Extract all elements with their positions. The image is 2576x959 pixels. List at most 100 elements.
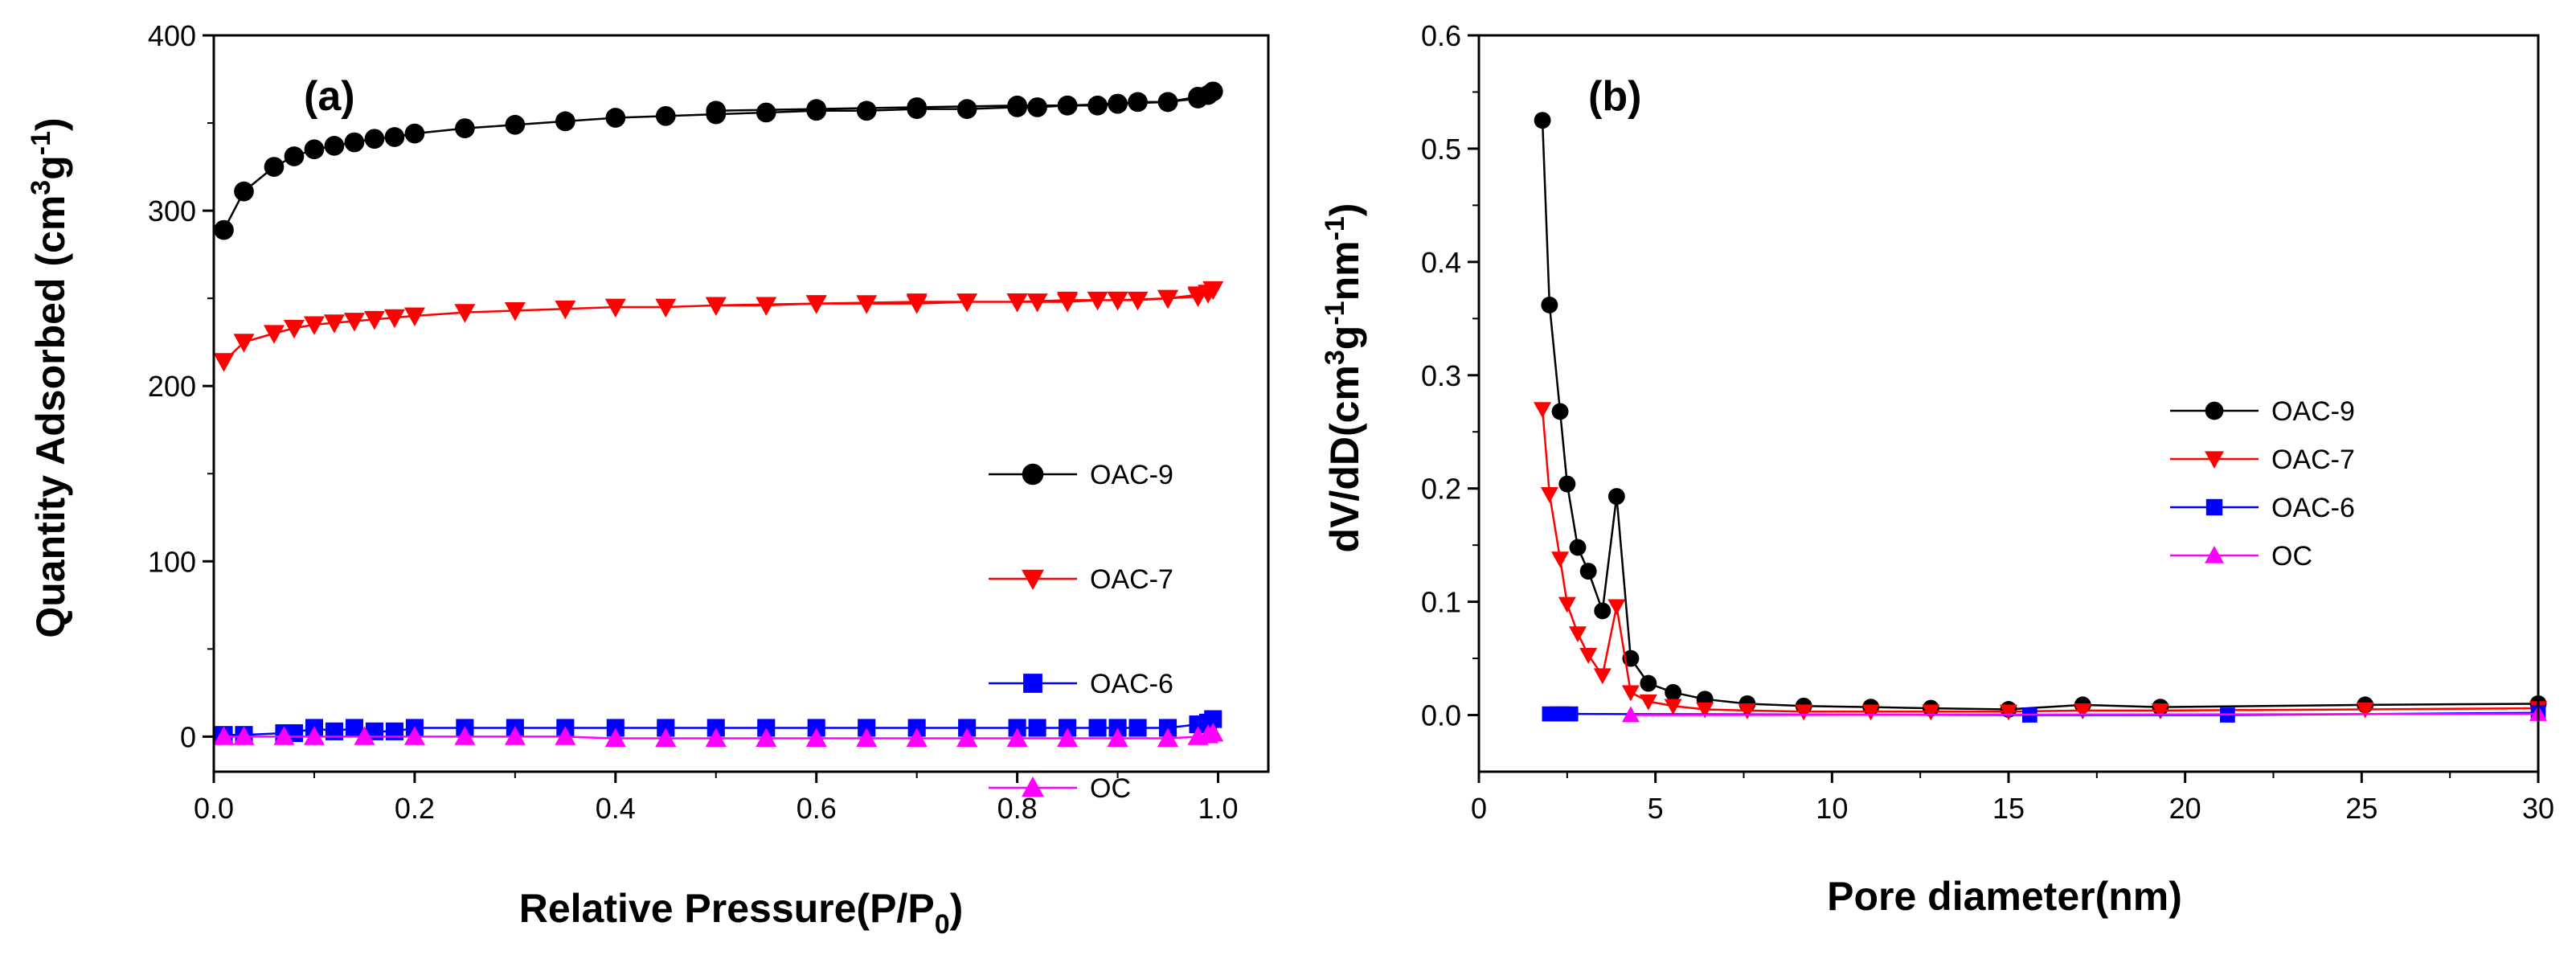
series-oac-9-point bbox=[1640, 674, 1657, 692]
series-oac-7-point bbox=[1593, 668, 1612, 685]
series-oac-7-point bbox=[1696, 702, 1714, 719]
x-tick-label: 1.0 bbox=[1198, 792, 1239, 825]
series-oac-7-point bbox=[303, 316, 325, 335]
series-oc-point bbox=[273, 726, 295, 745]
y-tick-label: 400 bbox=[148, 19, 196, 52]
series-oac-7-point bbox=[655, 298, 677, 318]
series-oac-9-point bbox=[1188, 86, 1208, 107]
series-oac-7-point bbox=[403, 307, 425, 326]
panel-a-x-axis-title: Relative Pressure(P/P0) bbox=[519, 886, 964, 940]
panel-b-ylabel-mid2: nm bbox=[1322, 240, 1367, 301]
panel-b-ylabel-sup1: 3 bbox=[1320, 350, 1350, 365]
legend-marker bbox=[2205, 451, 2224, 469]
series-oac-9-point bbox=[364, 129, 385, 150]
panel-b-series bbox=[1534, 112, 2547, 723]
series-oac-9-point bbox=[756, 102, 776, 123]
series-oc bbox=[213, 723, 1224, 747]
legend-marker bbox=[1022, 463, 1044, 486]
series-oc-point bbox=[655, 727, 677, 747]
legend-marker bbox=[1023, 674, 1042, 693]
series-oac-7-point bbox=[1569, 626, 1587, 643]
series-oc-point bbox=[213, 726, 235, 745]
series-oc-point bbox=[1057, 727, 1079, 747]
series-oac-9-point bbox=[1534, 112, 1551, 129]
series-oac-7-point bbox=[756, 297, 777, 316]
legend-item-oac-9: OAC-9 bbox=[989, 460, 1173, 490]
legend-label: OAC-7 bbox=[2271, 445, 2355, 475]
panel-a-ylabel-tail: ) bbox=[28, 117, 73, 131]
series-oac-9-point bbox=[1027, 97, 1047, 117]
series-oc-point bbox=[956, 727, 978, 747]
series-oac-7-point bbox=[1579, 648, 1598, 664]
series-oac-7-point bbox=[2151, 703, 2169, 719]
legend-label: OC bbox=[2271, 541, 2312, 572]
series-oc-point bbox=[354, 726, 375, 745]
series-oac-9-point bbox=[1057, 95, 1078, 116]
series-oac-9-point bbox=[706, 100, 727, 121]
panel-a-ticks: 0.0 0.2 0.4 0.6 0.8 1.0 0 100 200 300 400 bbox=[148, 19, 1239, 825]
series-oac-7-point bbox=[1607, 599, 1626, 616]
series-oac-6-point bbox=[657, 719, 675, 737]
x-tick-label: 5 bbox=[1648, 792, 1664, 825]
series-oac-9-point bbox=[404, 123, 425, 144]
panel-a-xlabel: Relative Pressure(P/P bbox=[519, 886, 935, 931]
panel-a-label: (a) bbox=[304, 73, 355, 120]
series-oac-6-point bbox=[1204, 710, 1222, 728]
legend-label: OAC-6 bbox=[2271, 493, 2355, 523]
panel-b-label: (b) bbox=[1588, 73, 1641, 120]
series-oac-7-point bbox=[1639, 694, 1657, 711]
panel-b-x-axis-title: Pore diameter(nm) bbox=[1827, 874, 2182, 919]
series-oac-7 bbox=[1534, 402, 2547, 721]
legend-label: OAC-9 bbox=[2271, 396, 2355, 427]
x-tick-label: 0.2 bbox=[395, 792, 435, 825]
series-oac-7-point bbox=[1057, 291, 1079, 311]
series-oac-7-point bbox=[233, 334, 255, 353]
panel-b-ylabel-mid: g bbox=[1322, 326, 1367, 350]
panel-b-y-axis-title: dV/dD(cm3g-1nm-1) bbox=[1320, 203, 1367, 553]
series-oac-7-point bbox=[1534, 402, 1552, 419]
series-oac-6-point bbox=[757, 719, 776, 737]
series-oac-7-point bbox=[805, 295, 827, 314]
series-oac-9-point bbox=[907, 97, 928, 117]
panel-b-legend: OAC-9 OAC-7 OAC-6 OC bbox=[2170, 396, 2355, 572]
y-tick-label: 0.2 bbox=[1421, 473, 1461, 506]
series-oc-point bbox=[1006, 727, 1028, 747]
series-oac-7-point bbox=[1006, 293, 1028, 313]
x-tick-label: 0.0 bbox=[194, 792, 234, 825]
x-tick-label: 20 bbox=[2169, 792, 2201, 825]
series-oac-7-point bbox=[1087, 291, 1108, 311]
series-oac-9-point bbox=[1569, 539, 1587, 556]
series-oc-point bbox=[403, 726, 425, 745]
x-tick-label: 0.4 bbox=[596, 792, 636, 825]
x-tick-label: 0.8 bbox=[997, 792, 1038, 825]
panel-a-xlabel-tail: ) bbox=[950, 886, 964, 931]
y-tick-label: 0.6 bbox=[1421, 19, 1461, 52]
legend-item-oac-6: OAC-6 bbox=[989, 669, 1173, 699]
y-tick-label: 0.5 bbox=[1421, 133, 1461, 166]
series-oac-7-point bbox=[454, 304, 476, 323]
series-oac-7-point bbox=[1540, 486, 1558, 503]
series-oac-9-point bbox=[1607, 488, 1625, 506]
series-oac-7-point bbox=[1187, 286, 1209, 305]
series-oac-9-point bbox=[555, 111, 575, 132]
series-oac-9-point bbox=[264, 157, 285, 177]
series-oac-9-point bbox=[1202, 81, 1223, 102]
series-oac-7-point bbox=[283, 319, 305, 339]
series-oac-7-line bbox=[1541, 408, 2539, 713]
series-oc-point bbox=[504, 726, 526, 745]
y-tick-label: 0.4 bbox=[1421, 246, 1461, 279]
panel-a-series bbox=[213, 81, 1224, 747]
series-oc-point bbox=[303, 726, 325, 745]
series-oc-point bbox=[1107, 727, 1128, 747]
series-oac-9 bbox=[214, 81, 1223, 240]
series-oac-6-point bbox=[1108, 719, 1127, 737]
series-oac-9-point bbox=[956, 99, 977, 119]
legend-item-oac-7: OAC-7 bbox=[989, 564, 1173, 595]
series-oac-9-point bbox=[1579, 563, 1597, 580]
y-tick-label: 200 bbox=[148, 370, 196, 403]
panel-a-ylabel-sup2: -1 bbox=[26, 131, 56, 155]
series-oac-9-point bbox=[384, 127, 405, 147]
series-oac-7-point bbox=[1551, 551, 1570, 568]
series-oac-7-point bbox=[504, 302, 526, 322]
